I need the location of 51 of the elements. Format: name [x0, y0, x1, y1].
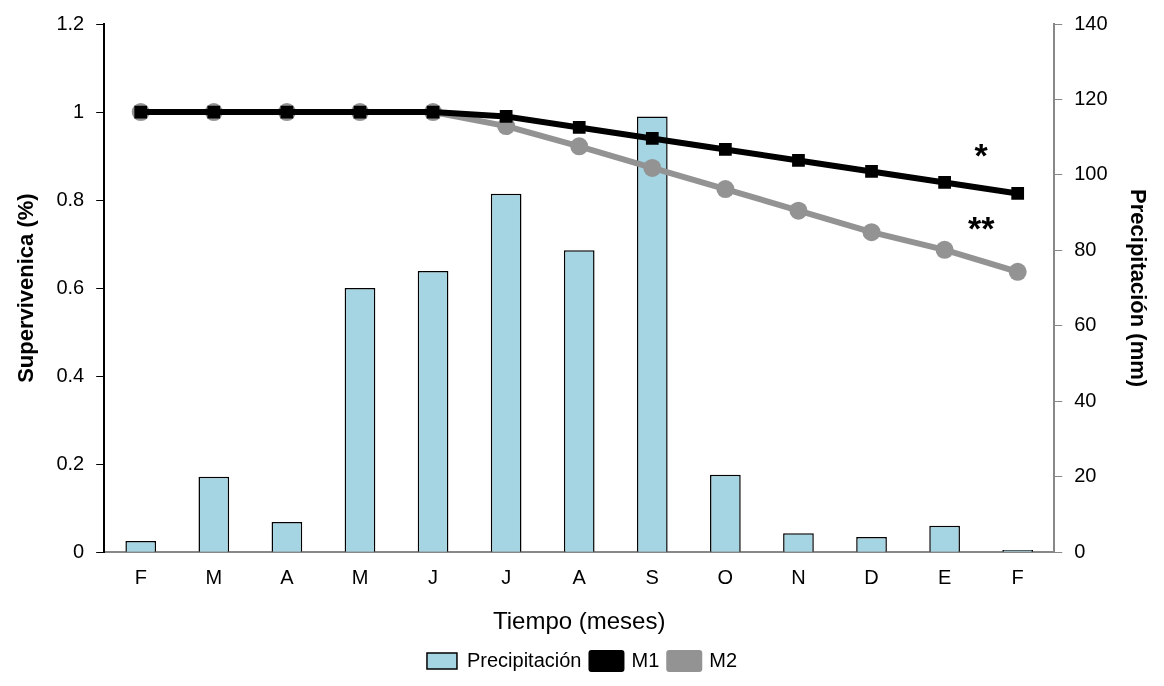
x-tick-label: M — [351, 565, 369, 588]
x-tick-label: J — [501, 565, 512, 588]
x-tick-label: A — [572, 565, 587, 588]
point — [938, 176, 951, 189]
point — [1008, 262, 1027, 281]
y2-tick-label: 80 — [1074, 237, 1097, 260]
x-tick-label: N — [791, 565, 806, 588]
x-tick-label: A — [280, 565, 295, 588]
x-tick-label: O — [717, 565, 734, 588]
legend-label: M1 — [631, 648, 660, 671]
y2-tick-label: 20 — [1074, 464, 1097, 487]
y2-tick-label: 40 — [1074, 388, 1097, 411]
point — [645, 132, 659, 145]
x-tick-label: S — [645, 565, 659, 588]
annotation: * — [974, 136, 989, 175]
y-tick-label: 0.4 — [56, 363, 85, 386]
point — [792, 154, 805, 167]
x-tick-label: E — [937, 565, 952, 588]
x-tick-label: F — [134, 565, 147, 588]
legend-label: Precipitación — [466, 648, 582, 671]
y-tick-label: 0 — [73, 539, 85, 562]
y-tick-label: 1.2 — [56, 11, 85, 34]
point — [789, 201, 808, 220]
y2-axis-title: Precipitación (mm) — [1125, 189, 1151, 388]
y2-tick-label: 60 — [1074, 313, 1097, 336]
y-tick-label: 0.8 — [56, 187, 85, 210]
y-tick-label: 1 — [73, 99, 85, 122]
point — [643, 158, 662, 177]
point — [716, 180, 735, 199]
point — [719, 143, 732, 156]
point — [499, 110, 513, 123]
point — [935, 240, 954, 259]
y2-tick-label: 100 — [1074, 162, 1108, 185]
x-axis-title: Tiempo (meses) — [492, 607, 666, 635]
legend-label: M2 — [709, 648, 738, 671]
x-tick-label: J — [428, 565, 439, 588]
point — [862, 223, 881, 242]
y-tick-label: 0.6 — [56, 275, 85, 298]
point — [572, 121, 586, 134]
x-tick-label: D — [864, 565, 879, 588]
point — [1011, 187, 1025, 200]
point — [570, 137, 589, 156]
x-tick-label: M — [205, 565, 223, 588]
x-tick-label: F — [1011, 565, 1024, 588]
y-tick-label: 0.2 — [56, 451, 85, 474]
point — [865, 165, 878, 178]
y2-tick-label: 120 — [1074, 86, 1108, 109]
y2-tick-label: 140 — [1074, 11, 1108, 34]
annotation: ** — [967, 209, 996, 248]
y-axis-title: Supervivenica (%) — [13, 193, 39, 383]
y2-tick-label: 0 — [1074, 539, 1086, 562]
